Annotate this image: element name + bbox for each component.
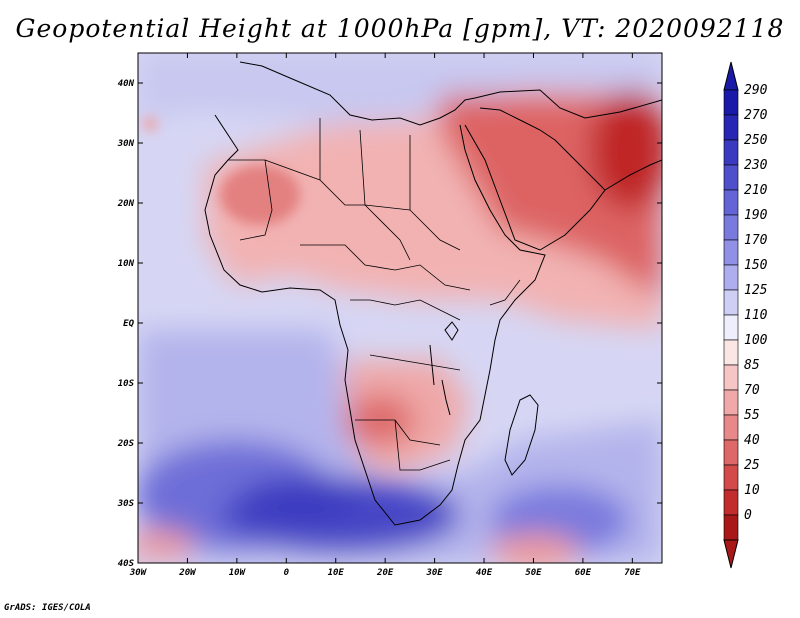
country-borders <box>228 118 521 471</box>
border-botswana-sa <box>394 419 451 471</box>
colorbar-label: 250 <box>744 133 768 148</box>
colorbar-swatch <box>723 89 739 116</box>
lon-tick-label: 30W <box>129 568 148 578</box>
lon-tick-label: 70E <box>624 568 641 578</box>
lon-tick-label: 20E <box>376 568 394 578</box>
colorbar-label: 70 <box>744 383 760 398</box>
colorbar-swatch <box>723 314 739 341</box>
colorbar-swatch <box>723 389 739 416</box>
colorbar-label: 85 <box>744 358 760 373</box>
border-sahel <box>300 244 471 291</box>
south-high-inner-field <box>240 478 360 522</box>
arabia-core-low-field <box>590 90 662 210</box>
mediterranean-coast <box>239 61 662 126</box>
border-egypt-sudan <box>409 135 461 251</box>
colorbar-swatch <box>723 364 739 391</box>
colorbar-swatch <box>723 139 739 166</box>
lon-tick-label: 10W <box>229 568 247 578</box>
colorbar-label: 10 <box>744 483 760 498</box>
lon-tick-label: 30E <box>425 568 443 578</box>
lake-victoria <box>444 321 459 341</box>
colorbar-label: 125 <box>744 283 768 298</box>
colorbar-swatch <box>723 239 739 266</box>
colorbar-label: 100 <box>744 333 768 348</box>
lat-tick-label: 30N <box>117 139 135 149</box>
colorbar-swatch <box>723 164 739 191</box>
lat-tick-label: 40N <box>118 79 135 89</box>
colorbar-label: 40 <box>744 433 760 448</box>
colorbar-swatch <box>723 514 739 541</box>
colorbar-label: 210 <box>744 183 768 198</box>
madagascar-coast <box>504 394 539 476</box>
lake-malawi <box>441 379 451 416</box>
lat-tick-label: 10N <box>118 259 135 269</box>
border-somalia <box>489 279 521 306</box>
lon-tick-label: 50E <box>525 568 542 578</box>
lon-tick-label: 10E <box>328 568 345 578</box>
map-title: Geopotential Height at 1000hPa [gpm], VT… <box>15 14 785 43</box>
lat-tick-label: 10S <box>118 379 135 389</box>
colorbar-label: 110 <box>744 308 768 323</box>
colorbar-swatch <box>723 114 739 141</box>
lon-tick-label: 60E <box>575 568 592 578</box>
lat-tick-label: 20S <box>117 439 135 449</box>
border-namibia-botswana <box>355 419 441 446</box>
colorbar-swatch <box>723 439 739 466</box>
colorbar-label: 150 <box>744 258 768 273</box>
lat-tick-label: 30S <box>117 499 135 509</box>
colorbar-label: 170 <box>744 233 768 248</box>
gulf-coast <box>604 159 662 191</box>
colorbar-label: 0 <box>744 508 752 523</box>
colorbar: 2902702502302101901701501251101008570554… <box>723 61 768 569</box>
africa-coast <box>204 114 546 526</box>
border-central-africa <box>350 299 461 321</box>
lon-tick-label: 20W <box>178 568 197 578</box>
colorbar-top-triangle <box>723 61 739 91</box>
colorbar-label: 270 <box>744 108 768 123</box>
lat-tick-label: EQ <box>123 319 134 329</box>
plot-area: 40N 30N 20N 10N EQ 10S 20S 30S 40S 30W 20W 10W 0 10E… <box>117 52 663 578</box>
plot-frame <box>137 52 663 564</box>
colorbar-swatch <box>723 264 739 291</box>
colorbar-bottom-triangle <box>723 539 739 569</box>
lon-tick-label: 0 <box>284 568 290 578</box>
sahara-west-low-field <box>220 165 300 225</box>
colorbar-swatch <box>723 189 739 216</box>
longitude-axis: 30W 20W 10W 0 10E 20E 30E 40E 50E 60E 70E <box>129 53 641 578</box>
colorbar-swatch <box>723 414 739 441</box>
sw-corner-red-field <box>138 530 195 560</box>
border-angola-zambia <box>369 354 461 371</box>
latitude-axis: 40N 30N 20N 10N EQ 10S 20S 30S 40S <box>117 79 662 569</box>
colorbar-label: 190 <box>744 208 768 223</box>
colorbar-label: 230 <box>744 158 768 173</box>
colorbar-label: 55 <box>744 408 760 423</box>
border-mauritania <box>228 159 273 241</box>
border-algeria-mali <box>264 159 411 211</box>
lat-tick-label: 40S <box>118 559 135 569</box>
azores-spot-field <box>143 117 157 131</box>
height-field <box>138 53 662 563</box>
colorbar-swatch <box>723 464 739 491</box>
colorbar-swatch <box>723 339 739 366</box>
south-indian-red-field <box>490 534 580 563</box>
colorbar-swatch <box>723 214 739 241</box>
border-libya-chad <box>359 129 411 261</box>
colorbar-label: 25 <box>744 458 760 473</box>
footer-credit: GrADS: IGES/COLA <box>4 603 91 613</box>
colorbar-swatch <box>723 489 739 516</box>
colorbar-label: 290 <box>744 83 768 98</box>
lon-tick-label: 40E <box>476 568 493 578</box>
lat-tick-label: 20N <box>117 199 135 209</box>
colorbar-swatch <box>723 289 739 316</box>
